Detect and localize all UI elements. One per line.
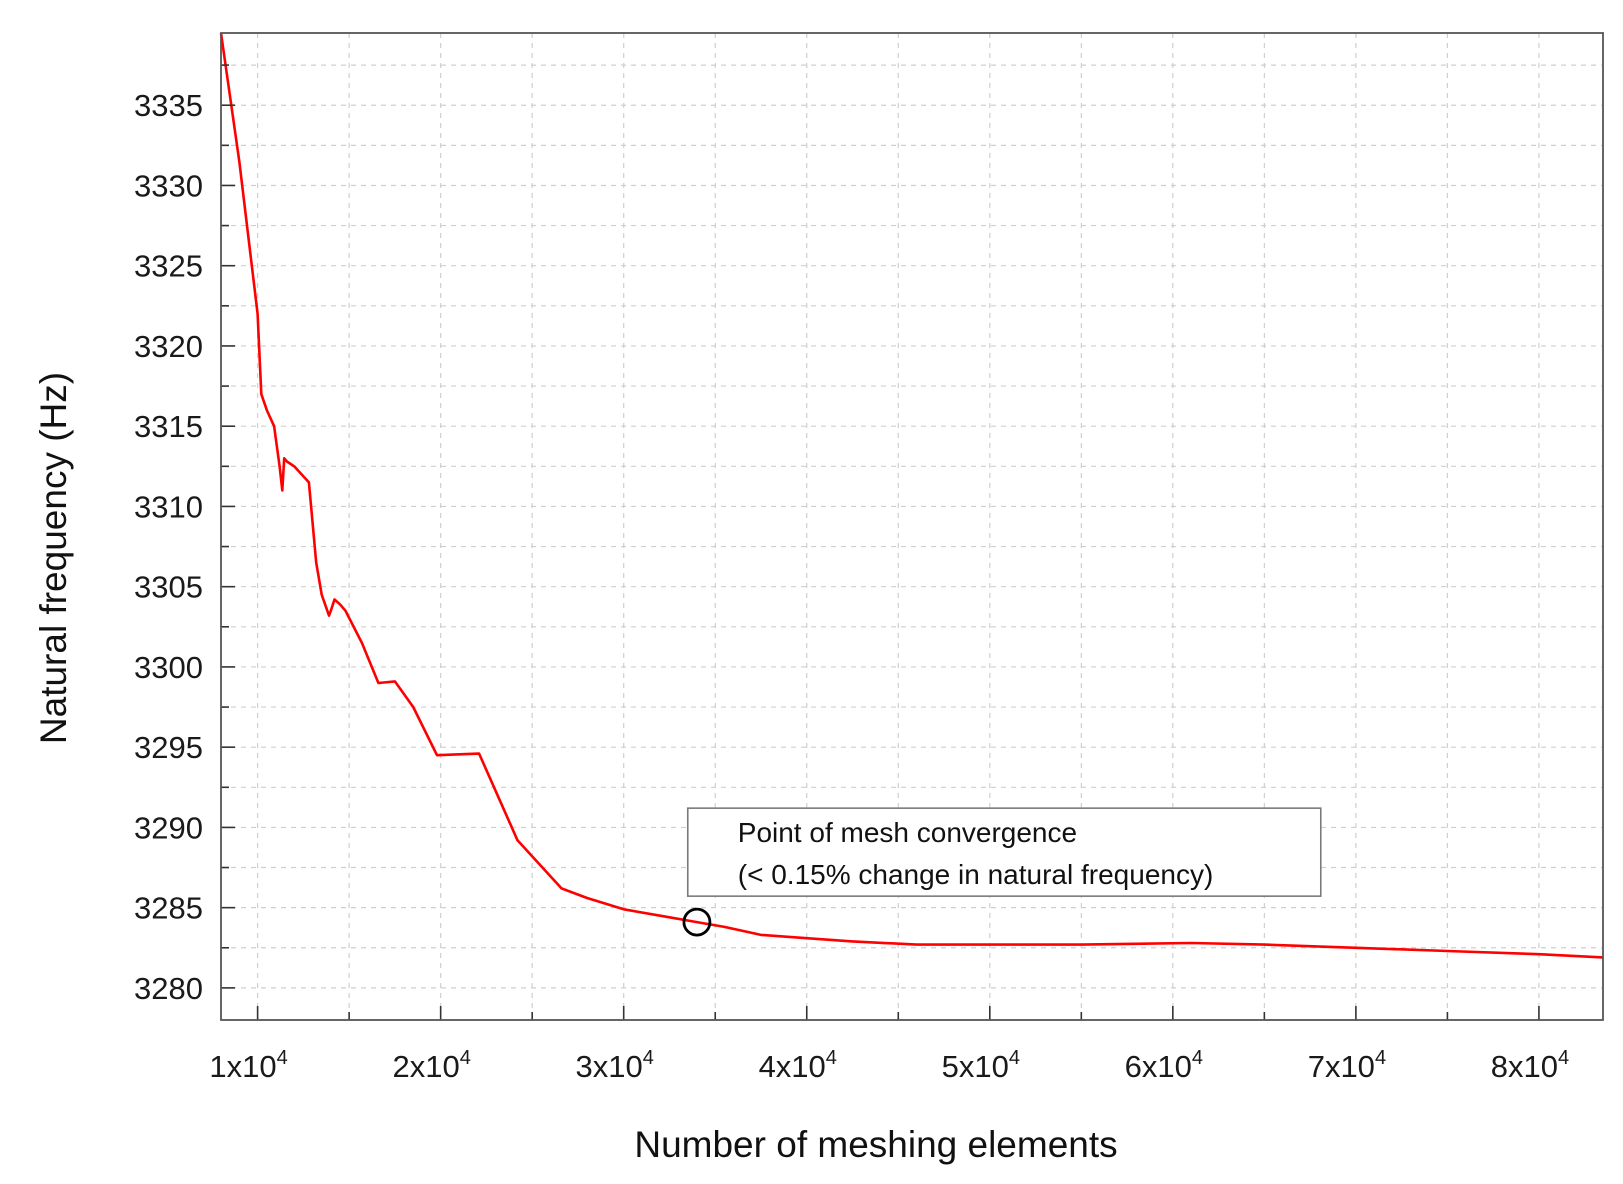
y-tick-label: 3315 — [134, 409, 203, 444]
y-tick-labels: 3280 3285 3290 3295 3300 3305 3310 3315 3320 3325… — [134, 88, 203, 1006]
x-tick-label: 4x104 — [759, 1047, 837, 1084]
y-tick-label: 3305 — [134, 570, 203, 605]
y-tick-label: 3330 — [134, 168, 203, 203]
series-layer — [219, 32, 1604, 959]
x-tick-label: 1x104 — [209, 1047, 287, 1084]
series-line — [219, 32, 1604, 959]
x-tick-label: 7x104 — [1308, 1047, 1386, 1084]
y-tick-label: 3310 — [134, 489, 203, 524]
x-tick-label: 8x104 — [1491, 1047, 1569, 1084]
y-tick-label: 3320 — [134, 329, 203, 364]
grid — [221, 33, 1603, 1020]
x-tick-labels: 1x104 2x104 3x104 4x104 5x104 6x104 7x104 8x104 — [209, 1047, 1569, 1084]
x-axis-title: Number of meshing elements — [634, 1124, 1117, 1165]
x-tick-label: 6x104 — [1125, 1047, 1203, 1084]
convergence-marker — [682, 907, 712, 937]
y-axis-title: Natural frequency (Hz) — [33, 372, 74, 744]
y-tick-label: 3280 — [134, 971, 203, 1006]
y-tick-label: 3335 — [134, 88, 203, 123]
x-tick-label: 3x104 — [576, 1047, 654, 1084]
x-tick-label: 5x104 — [942, 1047, 1020, 1084]
axes — [220, 32, 1604, 1021]
y-tick-label: 3325 — [134, 249, 203, 284]
y-tick-label: 3300 — [134, 650, 203, 685]
y-tick-label: 3290 — [134, 810, 203, 845]
y-tick-label: 3295 — [134, 730, 203, 765]
y-tick-label: 3285 — [134, 891, 203, 926]
annotation: Point of mesh convergence (< 0.15% change… — [686, 807, 1322, 897]
annotation-line: (< 0.15% change in natural frequency) — [738, 859, 1214, 890]
x-tick-label: 2x104 — [392, 1047, 470, 1084]
plot-frame — [220, 32, 1604, 1021]
annotation-box — [686, 807, 1322, 897]
annotation-line: Point of mesh convergence — [738, 817, 1077, 848]
